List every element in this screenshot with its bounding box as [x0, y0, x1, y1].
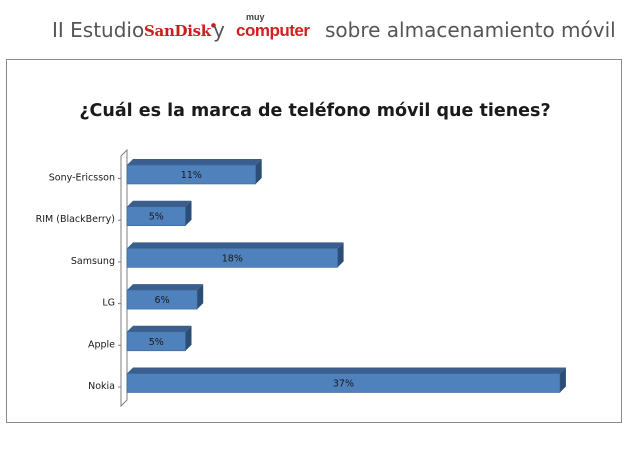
- category-label-sony-ericsson: Sony-Ericsson: [49, 173, 115, 184]
- bar-apple: [126, 331, 186, 352]
- bar-samsung: [126, 248, 338, 268]
- bar-side-samsung: [337, 242, 344, 268]
- bar-side-nokia: [559, 367, 566, 393]
- category-label-lg: LG: [102, 298, 115, 309]
- bar-top-lg: [127, 284, 204, 291]
- header-prefix: II Estudio: [52, 18, 145, 42]
- sandisk-logo: SanDisk●: [144, 22, 216, 40]
- category-label-rim-blackberry: RIM (BlackBerry): [36, 214, 115, 225]
- category-label-nokia: Nokia: [88, 381, 115, 392]
- data-label-apple: 5%: [149, 337, 164, 348]
- category-axis-wall: [120, 148, 128, 408]
- bar-top-nokia: [127, 367, 566, 374]
- bar-side-lg: [197, 284, 204, 310]
- bar-side-sony-ericsson: [255, 159, 262, 184]
- category-label-apple: Apple: [88, 339, 115, 350]
- bar-lg: [126, 289, 198, 310]
- bar-nokia: [126, 373, 561, 393]
- muy-computer-logo: computer: [236, 21, 310, 40]
- data-label-nokia: 37%: [333, 379, 354, 390]
- data-label-sony-ericsson: 11%: [181, 170, 202, 181]
- bar-top-sony-ericsson: [127, 159, 262, 165]
- bar-top-rim-blackberry: [127, 200, 192, 207]
- header-joiner: y: [213, 18, 225, 42]
- bar-side-apple: [185, 325, 192, 351]
- header-banner: II Estudio SanDisk● y muy computer sobre…: [0, 0, 630, 50]
- header-suffix: sobre almacenamiento móvil: [325, 18, 616, 42]
- muy-computer-logo-small: muy: [246, 12, 265, 22]
- category-label-samsung: Samsung: [71, 256, 115, 267]
- bar-rim-blackberry: [126, 206, 186, 226]
- chart-title: ¿Cuál es la marca de teléfono móvil que …: [79, 101, 551, 121]
- bar-top-samsung: [127, 242, 344, 249]
- bar-sony-ericsson: [126, 164, 256, 185]
- data-label-samsung: 18%: [222, 253, 243, 264]
- bar-side-rim-blackberry: [185, 200, 192, 226]
- chart-frame: [6, 59, 622, 423]
- data-label-lg: 6%: [155, 295, 170, 306]
- data-label-rim-blackberry: 5%: [149, 212, 164, 223]
- bar-top-apple: [127, 325, 192, 332]
